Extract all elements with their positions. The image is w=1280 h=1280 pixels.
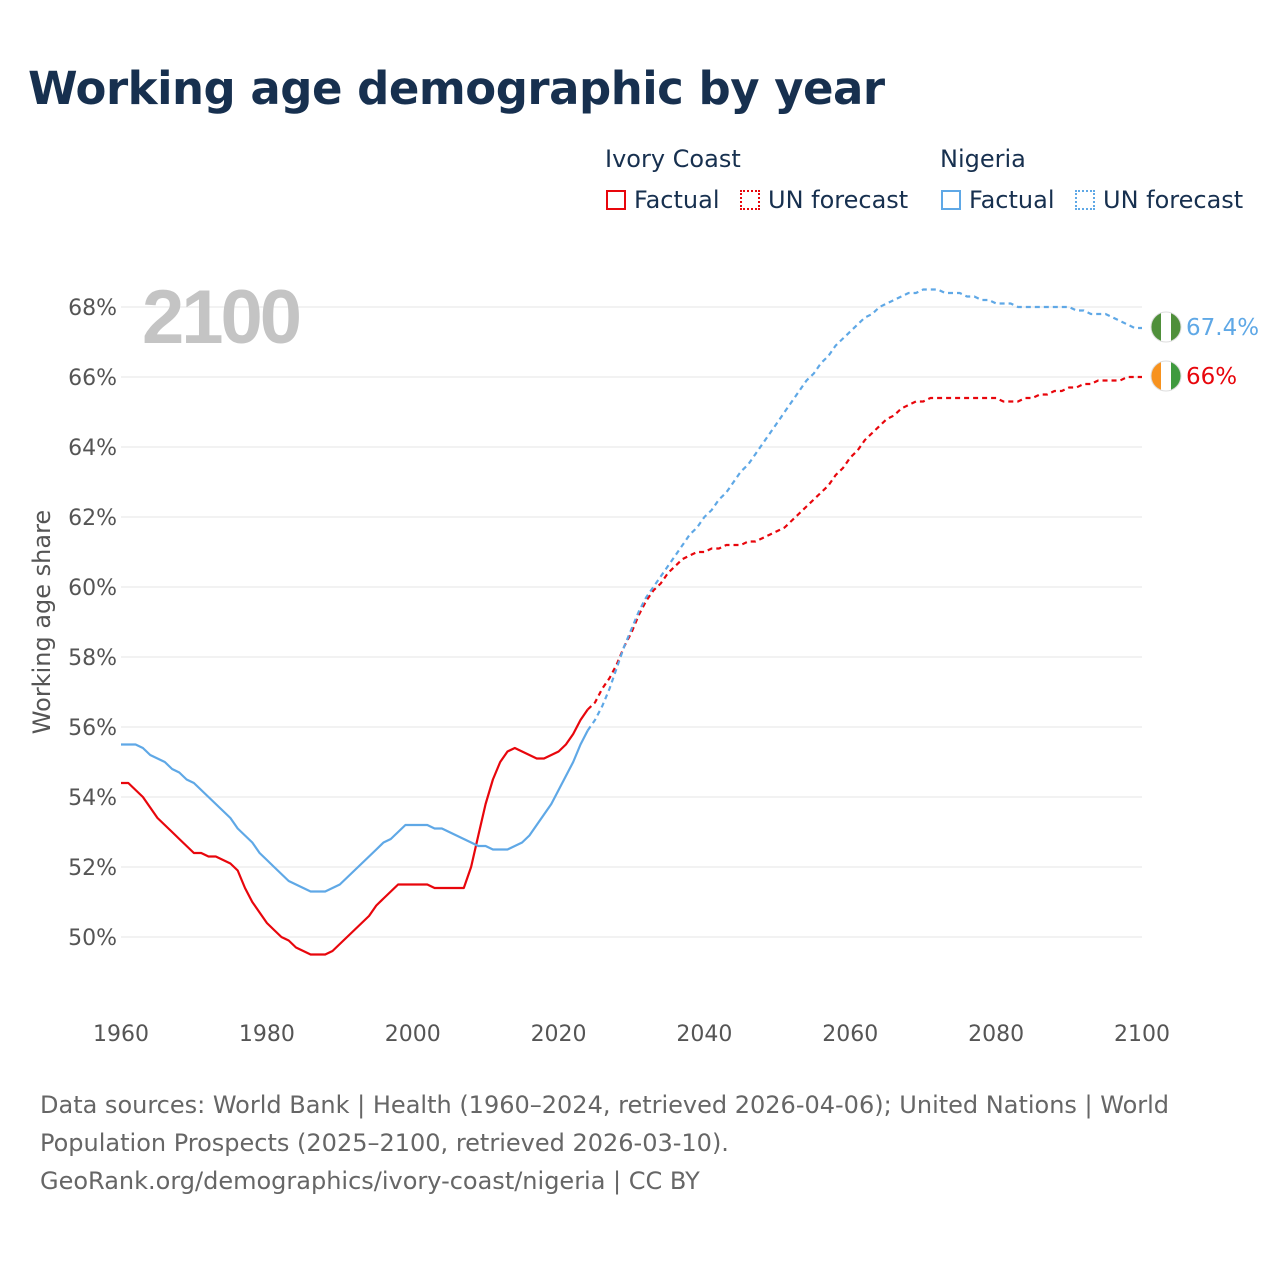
ivory-coast-factual-line[interactable] (121, 708, 589, 956)
y-tick-label: 52% (68, 856, 117, 881)
y-tick-label: 62% (68, 506, 117, 531)
y-tick-labels: 50% 52% 54% 56% 58% 60% 62% 64% 66% 68% (68, 296, 117, 951)
ivory-coast-flag-icon (1150, 360, 1182, 392)
x-tick-label: 2100 (1114, 1022, 1170, 1047)
y-tick-label: 56% (68, 716, 117, 741)
x-tick-label: 2060 (822, 1022, 878, 1047)
footer-line-1: Data sources: World Bank | Health (1960–… (40, 1091, 1170, 1119)
legend-label: Factual (969, 186, 1055, 214)
y-tick-label: 58% (68, 646, 117, 671)
legend-swatch-solid-red (606, 190, 626, 210)
x-tick-label: 2040 (676, 1022, 732, 1047)
y-tick-label: 60% (68, 576, 117, 601)
x-tick-label: 2000 (385, 1022, 441, 1047)
x-tick-label: 1980 (239, 1022, 295, 1047)
footer-line-2: Population Prospects (2025–2100, retriev… (40, 1129, 729, 1157)
legend-nigeria-factual[interactable]: Factual (941, 186, 1055, 214)
legend-ivory-coast-factual[interactable]: Factual (606, 186, 720, 214)
ivory-coast-end-value-label: 66% (1186, 364, 1237, 390)
line-chart: 50% 52% 54% 56% 58% 60% 62% 64% 66% 68% 1960 1980 2… (28, 275, 1259, 1047)
x-tick-label: 1960 (93, 1022, 149, 1047)
legend-label: UN forecast (768, 186, 909, 214)
legend-label: Factual (634, 186, 720, 214)
nigeria-forecast-line[interactable] (586, 288, 1142, 732)
y-tick-label: 68% (68, 296, 117, 321)
x-tick-label: 2080 (968, 1022, 1024, 1047)
ivory-coast-forecast-line[interactable] (586, 375, 1142, 711)
legend-group-nigeria: Nigeria (940, 145, 1026, 173)
grid-lines (121, 306, 1142, 938)
legend-group-ivory-coast: Ivory Coast (605, 145, 741, 173)
footer-sources: Data sources: World Bank | Health (1960–… (40, 1086, 1220, 1200)
series-lines (121, 288, 1142, 956)
end-markers: 66% 67.4% (1150, 311, 1259, 392)
y-tick-label: 66% (68, 366, 117, 391)
y-tick-label: 64% (68, 436, 117, 461)
legend-swatch-solid-blue (941, 190, 961, 210)
legend-ivory-coast-forecast[interactable]: UN forecast (740, 186, 908, 214)
y-axis-label: Working age share (28, 510, 56, 734)
legend-nigeria-forecast[interactable]: UN forecast (1075, 186, 1243, 214)
legend-swatch-dotted-blue (1075, 190, 1095, 210)
x-tick-label: 2020 (531, 1022, 587, 1047)
nigeria-flag-icon (1150, 311, 1182, 343)
footer-line-3[interactable]: GeoRank.org/demographics/ivory-coast/nig… (40, 1167, 700, 1195)
current-year-label: 2100 (142, 275, 300, 360)
x-tick-labels: 1960 1980 2000 2020 2040 2060 2080 2100 (93, 1022, 1170, 1047)
y-tick-label: 54% (68, 786, 117, 811)
y-tick-label: 50% (68, 926, 117, 951)
nigeria-factual-line[interactable] (121, 729, 589, 893)
page-title: Working age demographic by year (28, 62, 885, 115)
nigeria-end-value-label: 67.4% (1186, 315, 1259, 341)
legend-swatch-dotted-red (740, 190, 760, 210)
legend-label: UN forecast (1103, 186, 1244, 214)
